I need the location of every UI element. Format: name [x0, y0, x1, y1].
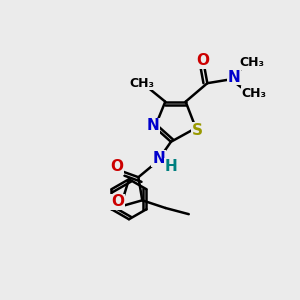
Text: N: N [152, 151, 165, 166]
Text: CH₃: CH₃ [241, 87, 266, 100]
Text: N: N [227, 70, 240, 85]
Text: N: N [147, 118, 160, 133]
Text: CH₃: CH₃ [240, 56, 265, 69]
Text: O: O [196, 53, 209, 68]
Text: O: O [111, 194, 124, 209]
Text: S: S [192, 123, 203, 138]
Text: H: H [165, 159, 177, 174]
Text: CH₃: CH₃ [130, 77, 154, 90]
Text: O: O [110, 159, 123, 174]
